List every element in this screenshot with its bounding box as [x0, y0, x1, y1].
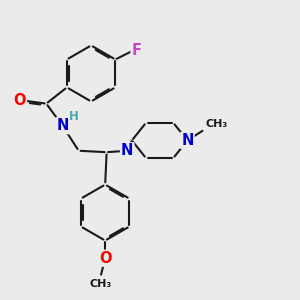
Text: N: N — [56, 118, 69, 133]
Text: O: O — [14, 93, 26, 108]
Text: F: F — [131, 43, 142, 58]
Text: N: N — [181, 133, 194, 148]
Text: O: O — [99, 251, 111, 266]
Text: N: N — [121, 143, 134, 158]
Text: H: H — [69, 110, 79, 123]
Text: CH₃: CH₃ — [90, 279, 112, 290]
Text: CH₃: CH₃ — [205, 119, 227, 129]
